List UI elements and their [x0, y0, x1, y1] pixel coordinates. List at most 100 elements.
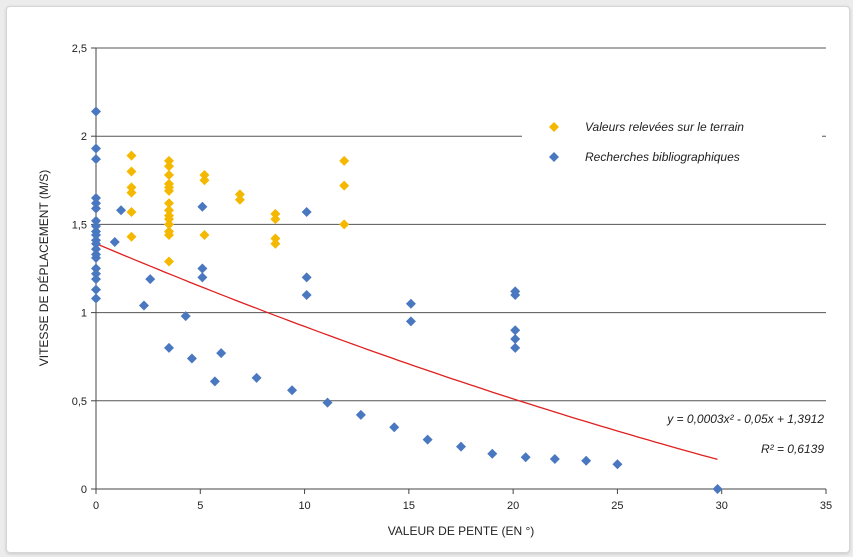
data-point-biblio — [91, 215, 101, 226]
data-point-biblio — [301, 289, 312, 300]
legend-background — [522, 110, 822, 170]
x-ticks: 0 5 10 15 20 25 30 35 — [93, 489, 832, 512]
y-tick-label: 2 — [81, 131, 87, 143]
data-point-terrain — [270, 233, 281, 244]
data-point-terrain — [126, 187, 137, 198]
data-point-terrain — [126, 231, 137, 242]
data-point-terrain — [199, 170, 210, 181]
data-point-terrain — [164, 219, 174, 230]
data-point-biblio — [91, 274, 101, 285]
data-point-terrain — [199, 175, 210, 186]
data-point-biblio — [197, 272, 208, 283]
data-point-biblio — [91, 252, 101, 263]
data-point-biblio — [216, 348, 227, 359]
x-tick-label: 10 — [298, 500, 310, 512]
data-point-biblio — [287, 385, 298, 396]
data-point-biblio — [197, 201, 208, 212]
y-tick-label: 1,5 — [72, 219, 87, 231]
x-tick-label: 30 — [716, 500, 728, 512]
series-biblio-points — [91, 106, 723, 494]
x-tick-label: 5 — [197, 500, 203, 512]
x-tick-label: 25 — [611, 500, 623, 512]
y-tick-label: 0 — [81, 484, 87, 496]
legend-marker-biblio — [549, 152, 559, 162]
data-point-biblio — [405, 298, 416, 309]
data-point-biblio — [301, 272, 312, 283]
data-point-biblio — [91, 143, 101, 154]
data-point-terrain — [164, 256, 174, 267]
data-point-biblio — [91, 238, 101, 249]
data-point-terrain — [234, 194, 245, 205]
legend-label-biblio: Recherches bibliographiques — [585, 150, 740, 164]
data-point-biblio — [186, 353, 197, 364]
data-point-terrain — [164, 170, 174, 181]
data-point-terrain — [199, 229, 210, 240]
data-point-biblio — [510, 334, 521, 345]
data-point-biblio — [251, 372, 262, 383]
y-ticks: 0 0,5 1 1,5 2 2,5 — [72, 43, 96, 496]
gridlines — [96, 47, 826, 402]
data-point-biblio — [549, 454, 560, 465]
legend: Valeurs relevées sur le terrain Recherch… — [549, 120, 744, 164]
data-point-biblio — [612, 459, 623, 470]
data-point-terrain — [126, 182, 137, 193]
x-tick-label: 15 — [403, 500, 415, 512]
trendline — [95, 243, 718, 461]
x-tick-label: 35 — [820, 500, 832, 512]
data-point-biblio — [164, 342, 174, 353]
data-point-terrain — [270, 238, 281, 249]
data-point-terrain — [164, 161, 174, 172]
data-point-terrain — [164, 214, 174, 225]
data-point-biblio — [91, 263, 101, 274]
data-point-biblio — [520, 452, 531, 463]
data-point-biblio — [510, 289, 521, 300]
data-point-terrain — [126, 207, 137, 218]
data-point-terrain — [126, 166, 137, 177]
y-axis-title: VITESSE DE DÉPLACEMENT (M/S) — [36, 170, 51, 366]
data-point-biblio — [581, 455, 592, 466]
data-point-biblio — [301, 207, 312, 218]
data-point-terrain — [270, 214, 281, 225]
data-point-biblio — [91, 293, 101, 304]
data-point-terrain — [234, 189, 245, 200]
trendline-equation: y = 0,0003x² - 0,05x + 1,3912 — [666, 412, 824, 426]
data-point-biblio — [138, 300, 149, 311]
data-point-biblio — [197, 263, 208, 274]
data-point-biblio — [422, 434, 433, 445]
x-axis-title: VALEUR DE PENTE (EN °) — [388, 524, 535, 538]
data-point-biblio — [91, 244, 101, 255]
data-point-terrain — [339, 180, 350, 191]
data-point-biblio — [712, 484, 723, 494]
data-point-biblio — [91, 198, 101, 209]
data-point-biblio — [91, 284, 101, 295]
data-point-terrain — [339, 155, 350, 166]
data-point-biblio — [116, 205, 127, 216]
legend-label-terrain: Valeurs relevées sur le terrain — [585, 120, 744, 134]
data-point-terrain — [164, 205, 174, 216]
y-tick-label: 1 — [81, 308, 87, 320]
data-point-terrain — [126, 150, 137, 161]
data-point-biblio — [355, 409, 366, 420]
data-point-biblio — [487, 448, 498, 459]
data-point-biblio — [209, 376, 220, 387]
data-point-terrain — [164, 229, 174, 240]
y-tick-label: 2,5 — [72, 43, 87, 55]
x-tick-label: 0 — [93, 500, 99, 512]
data-point-biblio — [389, 422, 400, 433]
data-point-terrain — [164, 185, 174, 196]
data-point-biblio — [145, 274, 156, 285]
data-point-biblio — [405, 316, 416, 327]
trendline-r2: R² = 0,6139 — [761, 442, 824, 456]
data-point-biblio — [322, 397, 333, 408]
series-terrain-points — [126, 150, 350, 267]
data-point-biblio — [91, 106, 101, 117]
data-point-terrain — [164, 155, 174, 166]
data-point-biblio — [109, 237, 120, 248]
legend-marker-terrain — [549, 122, 559, 132]
data-point-biblio — [91, 229, 101, 240]
data-point-terrain — [339, 219, 350, 230]
data-point-terrain — [270, 208, 281, 219]
data-point-biblio — [510, 325, 521, 336]
